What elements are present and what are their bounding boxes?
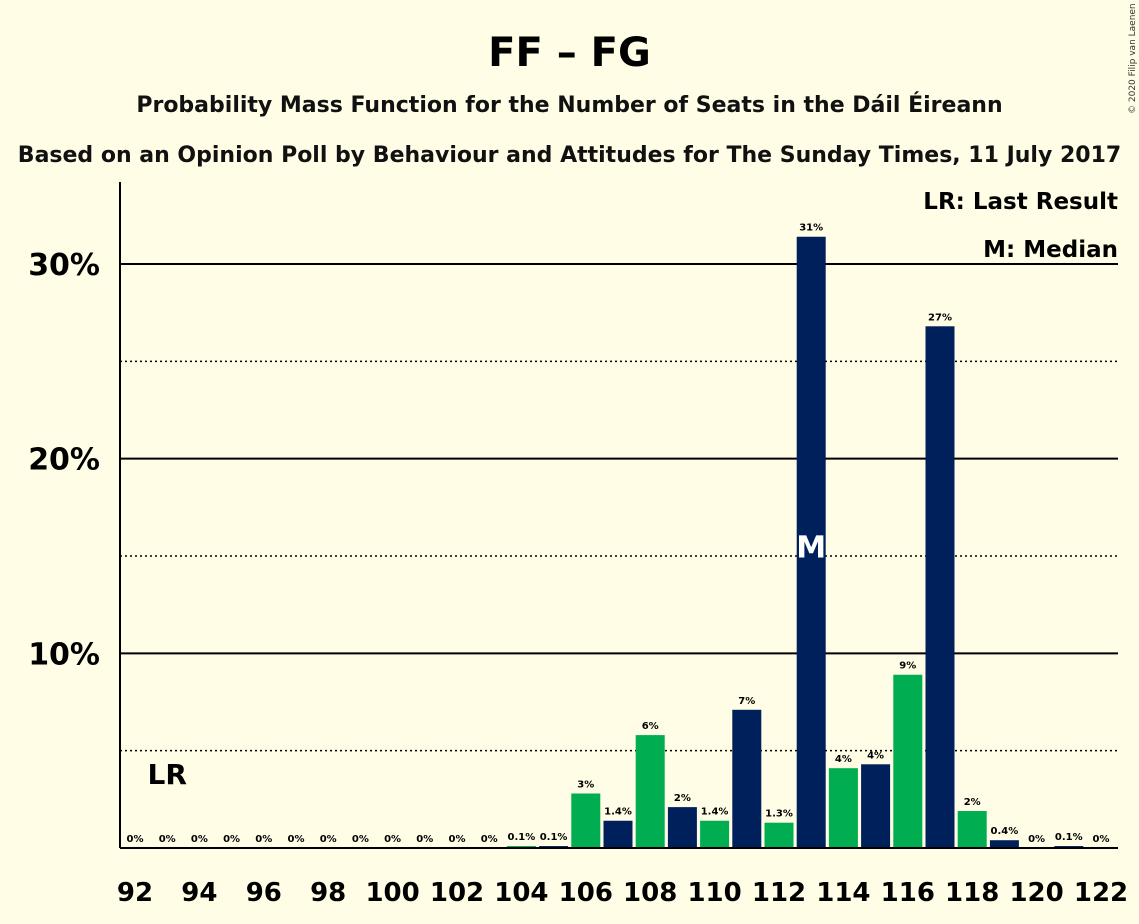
data-label-seat-105: 0.1% <box>540 832 568 843</box>
x-tick-label-96: 96 <box>246 878 282 908</box>
x-tick-label-100: 100 <box>365 878 419 908</box>
copyright-credit: © 2020 Filip van Laenen <box>1128 3 1138 114</box>
bars-group: 0% 0% LR 0% 0% 0% 0% 0% 0% 0% 0% 0% 0% 0.1% 0.1% 3% 1.4%… <box>127 223 1110 848</box>
data-label-seat-122: 0% <box>1093 834 1110 845</box>
x-tick-label-98: 98 <box>310 878 346 908</box>
x-tick-label-112: 112 <box>752 878 806 908</box>
data-label-seat-113: 31% <box>799 223 823 234</box>
x-tick-label-102: 102 <box>430 878 484 908</box>
bar-seat-107 <box>603 820 633 848</box>
data-label-seat-95: 0% <box>223 834 240 845</box>
x-tick-label-108: 108 <box>623 878 677 908</box>
data-label-seat-100: 0% <box>384 834 401 845</box>
legend-median: M: Median <box>983 237 1118 263</box>
chart-subtitle-poll: Based on an Opinion Poll by Behaviour an… <box>18 143 1121 168</box>
legend-last-result: LR: Last Result <box>923 189 1118 215</box>
x-tick-label-104: 104 <box>494 878 548 908</box>
x-tick-label-120: 120 <box>1009 878 1063 908</box>
data-label-seat-120: 0% <box>1028 834 1045 845</box>
y-tick-label-10: 10% <box>28 637 100 672</box>
bar-seat-114 <box>828 768 858 848</box>
legend-background-median <box>975 229 1125 263</box>
x-tick-label-110: 110 <box>687 878 741 908</box>
data-label-seat-112: 1.3% <box>765 809 793 820</box>
x-tick-label-116: 116 <box>881 878 935 908</box>
x-tick-label-122: 122 <box>1074 878 1128 908</box>
axes: 92 94 96 98 100 102 104 106 108 110 112 114 116 118 12… <box>117 182 1128 908</box>
median-marker: M <box>796 530 826 565</box>
data-label-seat-116: 9% <box>899 661 916 672</box>
data-label-seat-103: 0% <box>481 834 498 845</box>
data-label-seat-119: 0.4% <box>991 826 1019 837</box>
data-label-seat-107: 1.4% <box>604 807 632 818</box>
bar-seat-111 <box>732 709 762 848</box>
x-tick-label-114: 114 <box>816 878 870 908</box>
data-label-seat-115: 4% <box>867 750 884 761</box>
data-label-seat-108: 6% <box>642 721 659 732</box>
chart-title: FF – FG <box>488 30 651 76</box>
gridlines: 10% 20% 30% <box>28 248 1118 752</box>
bar-seat-115 <box>861 764 891 848</box>
data-label-seat-106: 3% <box>577 779 594 790</box>
bar-seat-109 <box>667 807 697 848</box>
bar-seat-106 <box>571 793 601 848</box>
data-label-seat-102: 0% <box>449 834 466 845</box>
legend-background <box>925 180 1125 220</box>
data-label-seat-118: 2% <box>964 797 981 808</box>
data-label-seat-111: 7% <box>738 696 755 707</box>
data-label-seat-93: 0% <box>159 834 176 845</box>
bar-seat-116 <box>893 674 923 848</box>
data-label-seat-99: 0% <box>352 834 369 845</box>
data-label-seat-121: 0.1% <box>1055 832 1083 843</box>
x-tick-label-92: 92 <box>117 878 153 908</box>
x-tick-label-118: 118 <box>945 878 999 908</box>
data-label-seat-96: 0% <box>255 834 272 845</box>
x-tick-label-106: 106 <box>559 878 613 908</box>
data-label-seat-101: 0% <box>416 834 433 845</box>
bar-seat-108 <box>635 735 665 848</box>
data-label-seat-114: 4% <box>835 754 852 765</box>
y-tick-label-30: 30% <box>28 248 100 283</box>
last-result-marker: LR <box>147 758 186 791</box>
data-label-seat-117: 27% <box>928 312 952 323</box>
bar-seat-118 <box>957 811 987 848</box>
data-label-seat-97: 0% <box>288 834 305 845</box>
bar-seat-112 <box>764 822 794 848</box>
bar-seat-113 <box>796 236 826 848</box>
bar-seat-117 <box>925 326 955 848</box>
data-label-seat-98: 0% <box>320 834 337 845</box>
x-tick-label-94: 94 <box>181 878 217 908</box>
bar-seat-119 <box>989 840 1019 848</box>
data-label-seat-94: 0% <box>191 834 208 845</box>
data-label-seat-104: 0.1% <box>508 832 536 843</box>
data-label-seat-109: 2% <box>674 793 691 804</box>
chart-subtitle: Probability Mass Function for the Number… <box>136 92 1002 118</box>
data-label-seat-92: 0% <box>127 834 144 845</box>
y-tick-label-20: 20% <box>28 443 100 478</box>
bar-seat-110 <box>700 820 730 848</box>
data-label-seat-110: 1.4% <box>701 807 729 818</box>
